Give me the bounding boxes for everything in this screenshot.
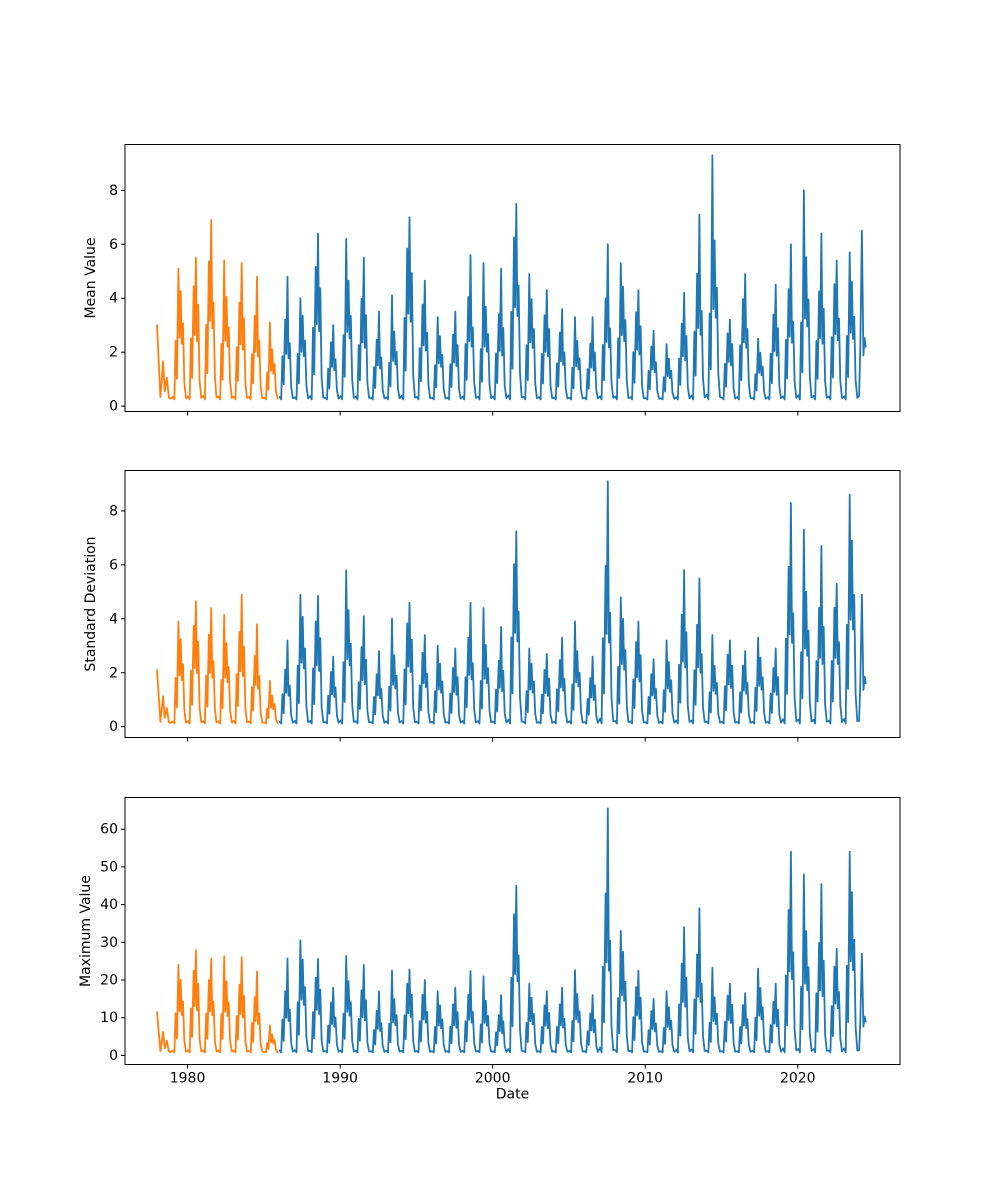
mean-value-orange-segment-1978-1986-line xyxy=(156,219,279,401)
maximum-value-y-tick-label: 50 xyxy=(100,859,118,875)
maximum-value-y-tick-label: 0 xyxy=(109,1048,118,1064)
mean-value-subplot: 0 2 4 6 8 Mean Value xyxy=(83,144,901,416)
standard-deviation-subplot: 0 2 4 6 8 Standard Deviation xyxy=(83,470,901,742)
standard-deviation-orange-segment-1978-1986-line xyxy=(156,593,279,725)
maximum-value-y-tick-label: 10 xyxy=(100,1010,118,1026)
maximum-value-x-tick-label: 2000 xyxy=(475,1071,511,1087)
standard-deviation-y-tick-label: 8 xyxy=(109,503,118,519)
standard-deviation-y-tick-label: 6 xyxy=(109,557,118,573)
maximum-value-axes-box xyxy=(124,797,901,1065)
standard-deviation-y-axis-label: Standard Deviation xyxy=(83,536,99,671)
mean-value-blue-segment-1986-2024-line xyxy=(278,154,867,401)
mean-value-y-tick-label: 6 xyxy=(109,237,118,253)
maximum-value-x-tick-label: 2010 xyxy=(627,1071,663,1087)
maximum-value-y-tick-label: 60 xyxy=(100,822,118,838)
maximum-value-x-tick-label: 2020 xyxy=(780,1071,816,1087)
standard-deviation-y-tick-label: 4 xyxy=(109,611,118,627)
maximum-value-x-tick-label: 1980 xyxy=(170,1071,206,1087)
standard-deviation-y-tick-label: 2 xyxy=(109,665,118,681)
standard-deviation-axes-box xyxy=(124,470,901,738)
maximum-value-orange-segment-1978-1986-line xyxy=(156,949,279,1054)
maximum-value-x-tick-label: 1990 xyxy=(322,1071,358,1087)
mean-value-y-tick-label: 2 xyxy=(109,345,118,361)
mean-value-y-tick-label: 8 xyxy=(109,183,118,199)
mean-value-y-axis-label: Mean Value xyxy=(83,237,99,318)
maximum-value-x-axis-label: Date xyxy=(496,1087,529,1103)
maximum-value-y-tick-label: 20 xyxy=(100,973,118,989)
mean-value-y-tick-label: 4 xyxy=(109,291,118,307)
mean-value-y-tick-label: 0 xyxy=(109,399,118,415)
maximum-value-blue-segment-1986-2024-line xyxy=(278,807,867,1054)
standard-deviation-y-tick-label: 0 xyxy=(109,719,118,735)
maximum-value-y-tick-label: 30 xyxy=(100,935,118,951)
maximum-value-y-axis-label: Maximum Value xyxy=(78,875,94,987)
maximum-value-y-tick-label: 40 xyxy=(100,897,118,913)
mean-value-axes-box xyxy=(124,144,901,412)
maximum-value-subplot: 0 10 20 30 40 50 60 1980 1990 2000 2010 2020 Maximum… xyxy=(78,797,901,1103)
standard-deviation-blue-segment-1986-2024-line xyxy=(278,480,867,725)
